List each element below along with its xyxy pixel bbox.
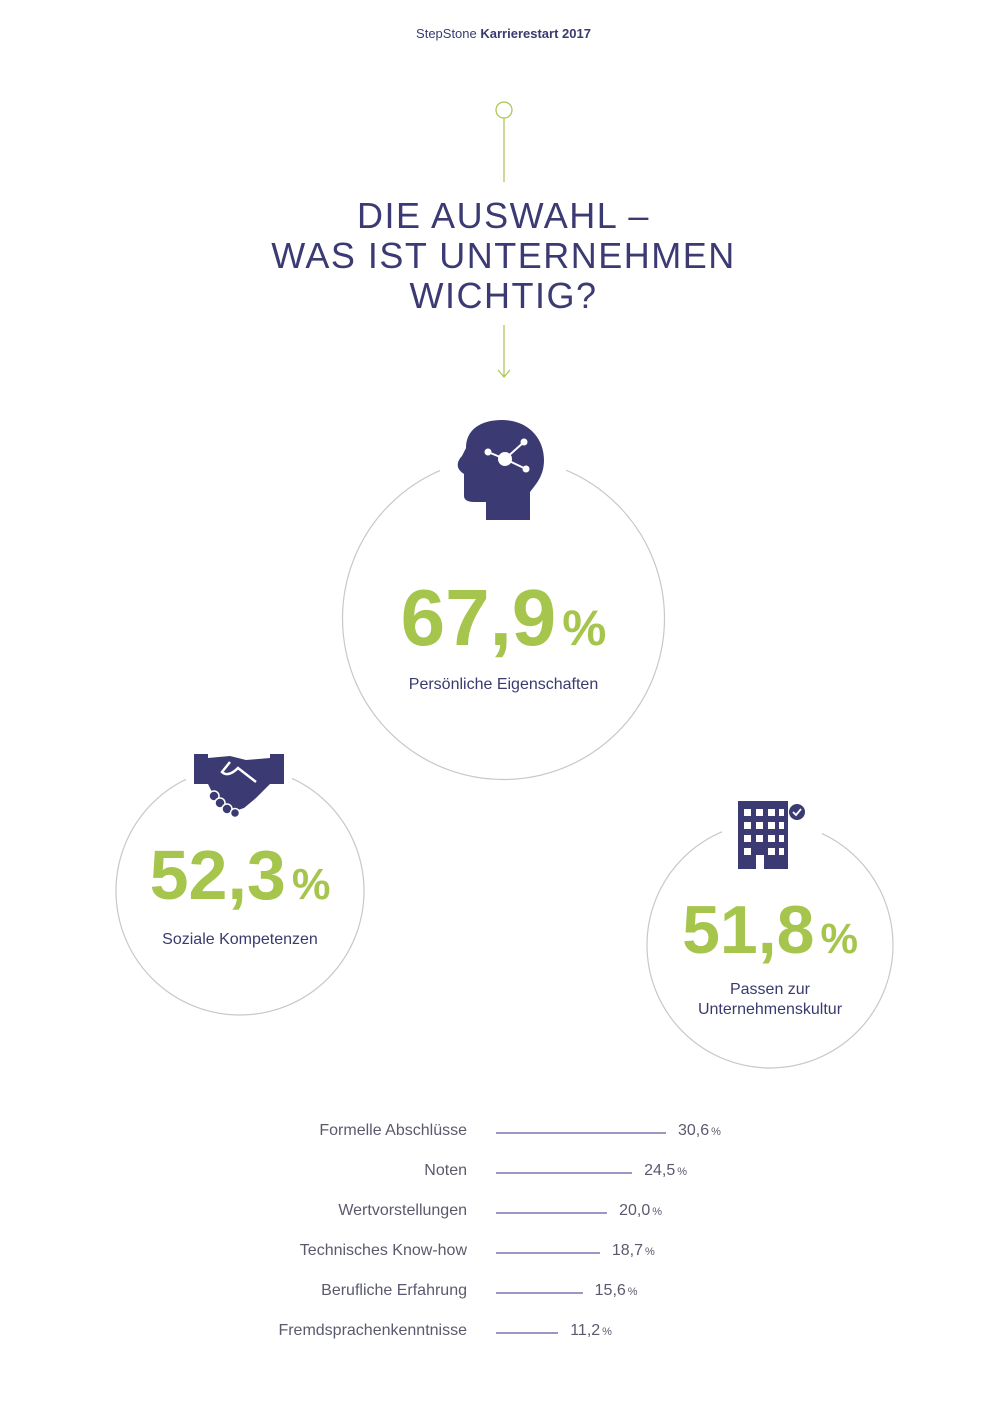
bar-value-label: 11,2% (570, 1322, 612, 1339)
head-network-icon (440, 418, 566, 526)
bar (496, 1212, 608, 1214)
bar-category-label: Berufliche Erfahrung (321, 1282, 467, 1299)
bar-row: Noten 24,5% (0, 1162, 1007, 1184)
header-brand: StepStone (416, 26, 477, 41)
bar-row: Formelle Abschlüsse 30,6% (0, 1122, 1007, 1144)
bar (496, 1292, 583, 1294)
bar (496, 1332, 559, 1334)
highlight-number-2: 52,3 (149, 836, 286, 914)
bar-value-label: 30,6% (678, 1122, 721, 1139)
bar-value-label: 18,7% (611, 1242, 655, 1259)
highlight-value-1: 67,9% (340, 570, 667, 676)
bar-row: Wertvorstellungen 20,0% (0, 1202, 1007, 1224)
bar (496, 1252, 600, 1254)
header: StepStone Karrierestart 2017 (0, 26, 1007, 41)
bar-row: Fremdsprachenkenntnisse 11,2% (0, 1322, 1007, 1344)
highlight-label-3: Passen zur Unternehmenskultur (697, 981, 843, 1018)
bar-category-label: Technisches Know-how (299, 1242, 467, 1259)
down-arrow-icon (497, 325, 511, 378)
bar-row: Berufliche Erfahrung 15,6% (0, 1282, 1007, 1304)
bar-category-label: Noten (424, 1162, 467, 1179)
highlight-label-2: Soziale Kompetenzen (162, 931, 318, 948)
bar-value-label: 24,5% (644, 1162, 688, 1179)
highlight-label-1: Persönliche Eigenschaften (408, 676, 599, 693)
bar-category-label: Fremdsprachenkenntnisse (278, 1322, 467, 1339)
highlight-value-2: 52,3% (114, 832, 366, 928)
bar-category-label: Formelle Abschlüsse (319, 1122, 467, 1139)
bar (496, 1172, 633, 1174)
bar-value-label: 15,6% (594, 1282, 638, 1299)
page-title: DIE AUSWAHL – WAS IST UNTERNEHMEN WICHTI… (271, 195, 736, 316)
highlight-unit-1: % (562, 600, 607, 656)
handshake-icon (186, 740, 292, 820)
bar-value-label: 20,0% (619, 1202, 663, 1219)
top-connector-icon (495, 101, 513, 182)
highlight-value-3: 51,8% (645, 888, 895, 981)
highlight-number-3: 51,8 (682, 892, 815, 968)
header-report: Karrierestart 2017 (480, 26, 591, 41)
highlight-unit-3: % (820, 915, 858, 962)
building-check-icon (722, 795, 822, 875)
bar (496, 1132, 666, 1134)
bar-chart: Formelle Abschlüsse 30,6% Noten 24,5% Wertvo… (0, 1122, 1007, 1352)
bar-row: Technisches Know-how 18,7% (0, 1242, 1007, 1264)
highlight-number-1: 67,9 (400, 573, 557, 662)
highlight-unit-2: % (291, 861, 331, 909)
bar-category-label: Wertvorstellungen (338, 1202, 467, 1219)
